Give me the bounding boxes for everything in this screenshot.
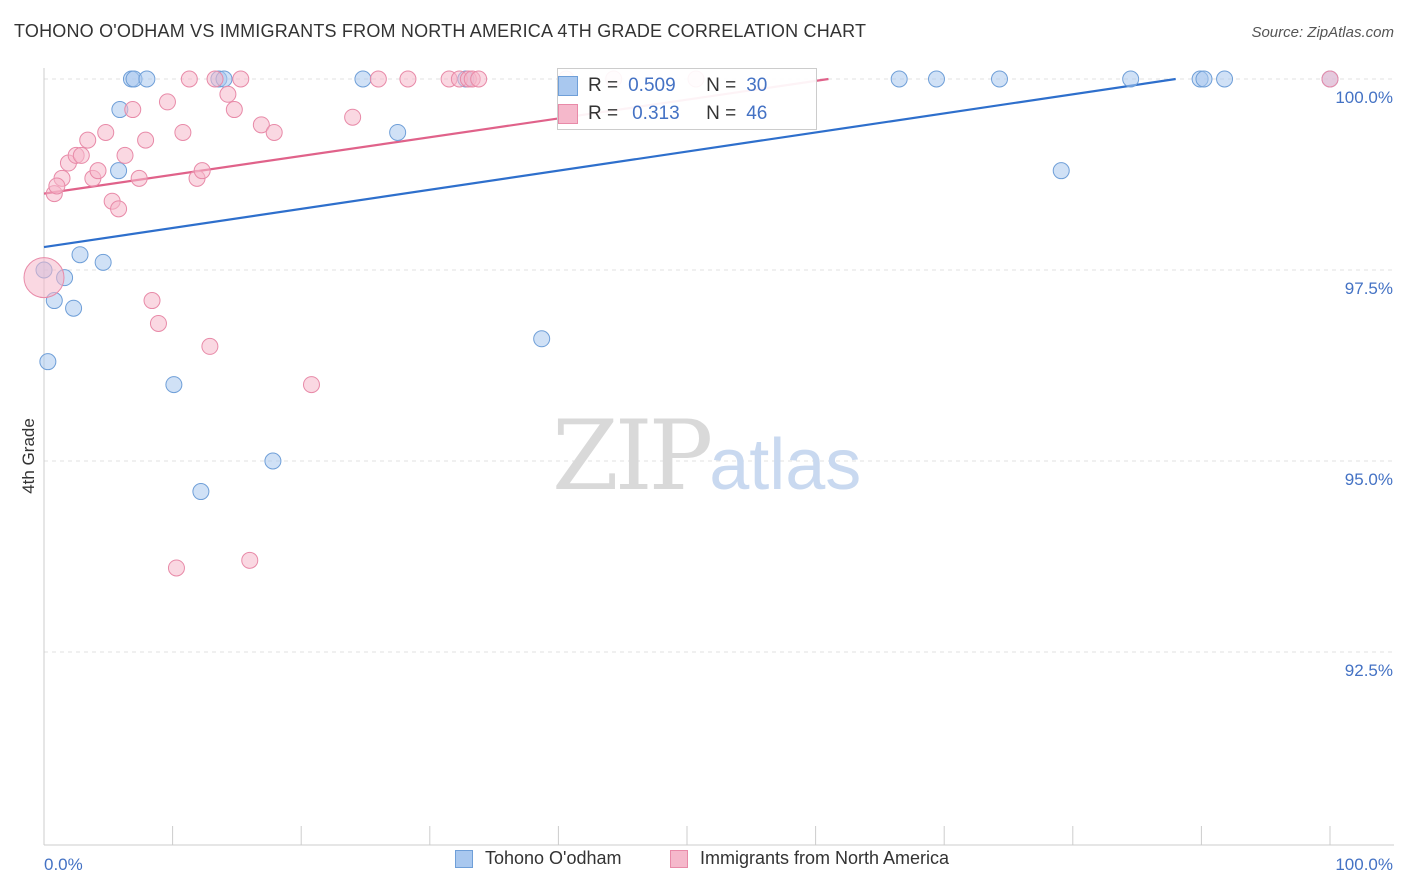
tohono-point: [1052, 162, 1070, 180]
stats-swatch-blue: [558, 76, 578, 96]
axes: [43, 68, 1394, 846]
tohono-point: [354, 70, 372, 88]
r-value: 0.509: [628, 75, 676, 96]
legend-item-series1[interactable]: Tohono O'odham: [455, 848, 622, 869]
legend-label: Tohono O'odham: [485, 848, 622, 868]
immigrant-point: [241, 551, 259, 569]
immigrant-point: [149, 314, 167, 332]
stats-row-series1: R = 0.509 N = 30: [558, 73, 768, 99]
immigrant-point: [48, 177, 66, 195]
immigrant-point: [97, 123, 115, 141]
tick-labels: 100.0% 97.5% 95.0% 92.5% 0.0% 100.0%: [44, 88, 1393, 874]
watermark: ZIPatlas: [552, 400, 861, 512]
legend-swatch-pink: [670, 849, 688, 868]
tohono-point: [165, 376, 183, 394]
tohono-point: [65, 299, 83, 317]
n-label: N =: [706, 75, 737, 96]
trend-line: [43, 77, 1176, 249]
immigrant-point: [174, 123, 192, 141]
tohono-point: [1195, 70, 1213, 88]
x-tick-label: 0.0%: [44, 855, 83, 874]
tohono-point: [890, 70, 908, 88]
immigrant-point: [265, 123, 283, 141]
immigrant-point: [72, 146, 90, 164]
tohono-point: [264, 452, 282, 470]
n-value: 46: [746, 103, 768, 124]
correlation-stats-box: R = 0.509 N = 30 R = 0.313 N = 46: [557, 68, 817, 130]
immigrant-point: [399, 70, 417, 88]
r-value: 0.313: [632, 103, 680, 124]
immigrant-point: [219, 85, 237, 103]
immigrant-point: [167, 559, 185, 577]
y-tick-label: 100.0%: [1335, 88, 1393, 107]
r-label: R =: [588, 75, 619, 96]
legend-item-series2[interactable]: Immigrants from North America: [670, 848, 949, 869]
n-value: 30: [746, 75, 768, 96]
immigrant-point: [137, 131, 155, 149]
tohono-point: [1122, 70, 1140, 88]
immigrant-point: [23, 257, 65, 299]
tohono-point: [389, 123, 407, 141]
stats-row-series2: R = 0.313 N = 46: [558, 101, 768, 127]
legend-swatch-blue: [455, 849, 473, 868]
source-credit: Source: ZipAtlas.com: [1251, 24, 1394, 41]
immigrant-point: [252, 116, 270, 134]
immigrant-point: [124, 101, 142, 119]
immigrant-point: [89, 162, 107, 180]
immigrant-point: [344, 108, 362, 126]
immigrant-point: [193, 162, 211, 180]
x-tick-label: 100.0%: [1335, 855, 1393, 874]
y-tick-label: 95.0%: [1345, 470, 1393, 489]
immigrant-point: [201, 337, 219, 355]
watermark-atlas: atlas: [709, 425, 862, 505]
tohono-point: [94, 253, 112, 271]
y-axis-label: 4th Grade: [19, 418, 38, 494]
stats-swatch-pink: [558, 104, 578, 124]
watermark-zip: ZIP: [552, 400, 713, 512]
immigrant-point: [180, 70, 198, 88]
chart-legend: Tohono O'odham Immigrants from North Ame…: [0, 848, 1406, 880]
tohono-point: [990, 70, 1008, 88]
tohono-point: [110, 162, 128, 180]
tohono-point: [192, 483, 210, 501]
data-points: [23, 70, 1339, 577]
legend-label: Immigrants from North America: [700, 848, 950, 868]
tohono-point: [71, 246, 89, 264]
y-tick-label: 97.5%: [1345, 279, 1393, 298]
y-tick-label: 92.5%: [1345, 661, 1393, 680]
tohono-point: [533, 330, 551, 348]
immigrant-point: [206, 70, 224, 88]
immigrant-point: [470, 70, 488, 88]
immigrant-point: [143, 292, 161, 310]
immigrant-point: [110, 200, 128, 218]
tohono-point: [927, 70, 945, 88]
immigrant-point: [302, 376, 320, 394]
immigrant-point: [130, 169, 148, 187]
immigrant-point: [79, 131, 97, 149]
immigrant-point: [1321, 70, 1339, 88]
immigrant-point: [232, 70, 250, 88]
tohono-point: [1216, 70, 1234, 88]
immigrant-point: [225, 101, 243, 119]
n-label: N =: [706, 103, 737, 124]
tohono-point: [39, 353, 57, 371]
immigrant-point: [116, 146, 134, 164]
chart-title: TOHONO O'ODHAM VS IMMIGRANTS FROM NORTH …: [14, 21, 867, 41]
tohono-point: [138, 70, 156, 88]
immigrant-point: [369, 70, 387, 88]
immigrant-point: [158, 93, 176, 111]
r-label: R =: [588, 103, 619, 124]
